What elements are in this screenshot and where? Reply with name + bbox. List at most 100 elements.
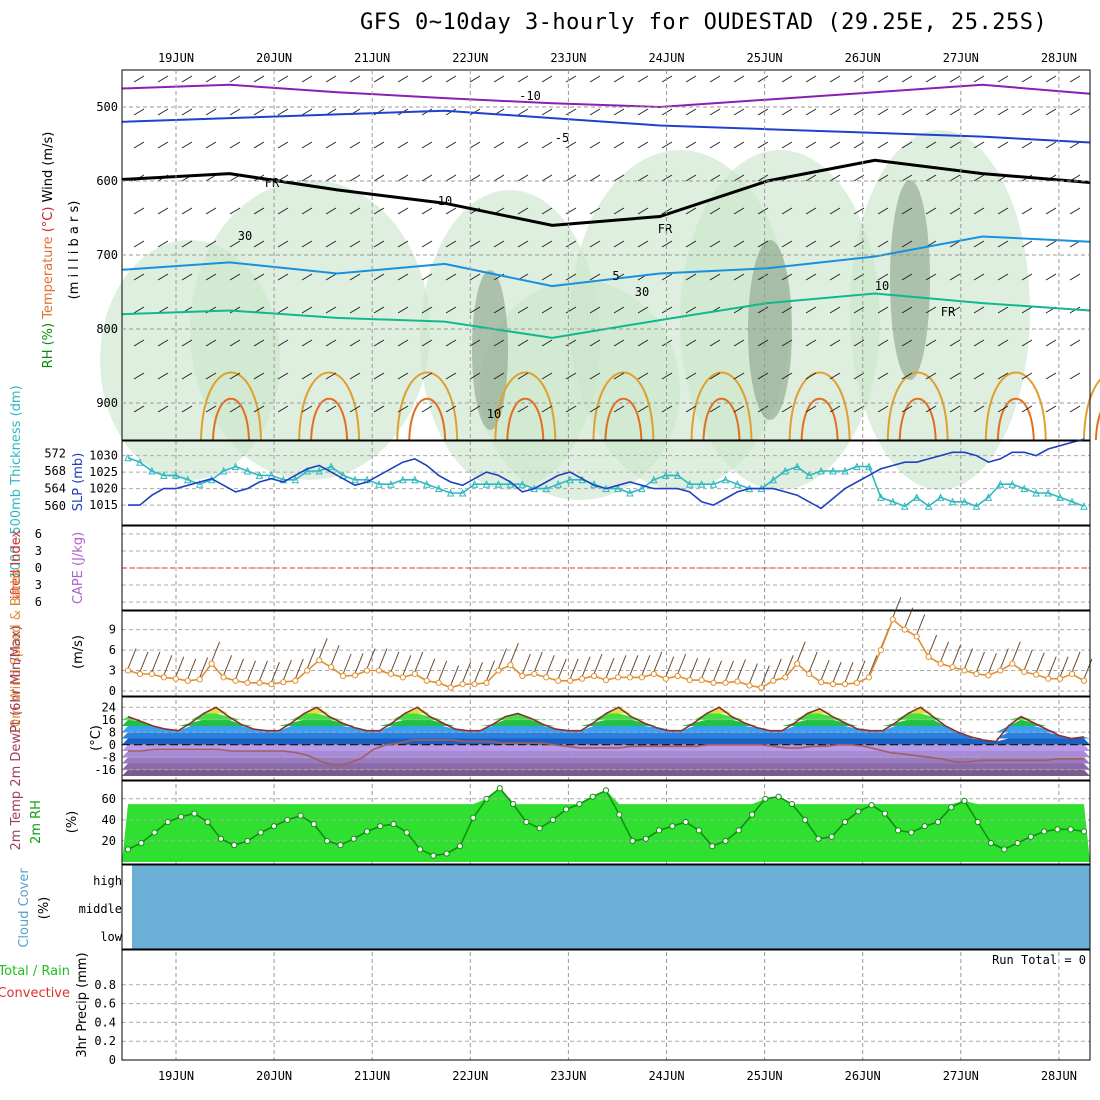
thickness-tick: 560 <box>44 499 66 513</box>
upper-wind-barb <box>685 240 697 248</box>
wind-speed-marker <box>853 679 861 686</box>
thickness-marker <box>494 480 503 488</box>
rh-marker <box>1027 833 1034 840</box>
date-tick-bottom: 21JUN <box>354 1069 390 1083</box>
isotherm-20 <box>702 397 741 441</box>
upper-wind-barb <box>589 372 601 380</box>
wind-barb <box>760 665 770 686</box>
upper-wind-barb <box>661 372 673 380</box>
upper-wind-barb <box>685 306 697 314</box>
wind-barb <box>390 651 400 673</box>
upper-wind-barb <box>1045 405 1057 413</box>
rh-marker <box>310 820 317 828</box>
upper-wind-barb <box>661 240 673 248</box>
wind-speed-marker <box>423 677 430 684</box>
wind-speed-marker <box>459 681 466 688</box>
upper-wind-barb <box>805 240 817 248</box>
thickness-marker <box>160 471 168 479</box>
rh-marker <box>284 816 291 823</box>
upper-wind-barb <box>565 108 577 116</box>
upper-wind-barb <box>685 174 697 182</box>
wind-barb <box>868 655 878 676</box>
wind-speed-marker <box>937 660 944 667</box>
upper-wind-barb <box>133 240 145 248</box>
thickness-marker <box>996 480 1005 488</box>
upper-wind-barb <box>805 207 817 215</box>
upper-wind-barb <box>757 108 769 116</box>
rh-shade-dark <box>890 180 930 380</box>
thickness-marker <box>171 471 180 479</box>
upper-wind-barb <box>565 240 577 248</box>
upper-wind-barb <box>757 75 769 83</box>
wind-barb <box>725 660 734 682</box>
temp-band <box>122 707 1090 714</box>
thickness-marker <box>661 471 670 479</box>
wind-speed-marker <box>1068 670 1076 678</box>
wind-speed-marker <box>363 667 371 674</box>
cloud-cover-fill <box>132 865 1090 949</box>
rh-marker <box>456 843 464 850</box>
upper-wind-barb <box>205 240 217 248</box>
upper-wind-barb <box>229 141 241 149</box>
upper-wind-barb <box>181 75 193 83</box>
upper-wind-barb <box>517 75 529 83</box>
upper-wind-barb <box>997 405 1009 413</box>
upper-wind-barb <box>805 372 817 380</box>
upper-wind-barb <box>997 273 1009 281</box>
thickness-marker <box>924 502 933 510</box>
rh-marker <box>124 846 132 853</box>
thickness-marker <box>865 462 873 471</box>
lifted-index-tick: 6 <box>35 527 42 541</box>
isotherm-20 <box>800 397 839 441</box>
thickness-marker <box>1056 493 1064 501</box>
wind-barb <box>414 651 424 673</box>
wind-barb <box>987 653 997 674</box>
wind-speed-marker <box>1045 675 1052 682</box>
upper-wind-barb <box>421 273 433 281</box>
rh-marker <box>1054 826 1061 833</box>
upper-wind-barb <box>733 75 745 83</box>
wind-speed-marker <box>961 667 968 674</box>
upper-wind-barb <box>229 372 241 380</box>
wind-barb <box>772 658 782 679</box>
wind-barb <box>856 660 866 682</box>
wind-speed-marker <box>686 676 693 684</box>
upper-wind-barb <box>349 240 361 248</box>
temp-band <box>122 732 1090 739</box>
thickness-marker <box>1032 488 1041 497</box>
rh-marker <box>470 814 477 821</box>
upper-wind-barb <box>397 405 409 413</box>
upper-wind-barb <box>661 141 673 149</box>
contour-label: 10 <box>438 194 452 208</box>
temp-tick: 24 <box>102 700 116 714</box>
wind-speed-marker <box>375 667 383 674</box>
rh-marker <box>828 833 835 840</box>
upper-wind-barb <box>349 174 361 182</box>
cloud-panel-frame <box>121 864 1091 950</box>
wind-speed-marker <box>841 681 849 688</box>
upper-wind-barb <box>1021 207 1033 215</box>
wind-speed-marker <box>901 626 908 633</box>
thickness-marker <box>410 475 419 484</box>
wind-speed-marker <box>710 679 717 686</box>
upper-wind-barb <box>853 207 865 215</box>
upper-wind-barb <box>541 306 553 314</box>
thickness-marker <box>733 480 742 488</box>
wind-speed-marker <box>519 672 526 680</box>
upper-wind-barb <box>733 273 745 281</box>
wind-speed-marker <box>507 661 514 669</box>
upper-wind-barb <box>181 108 193 116</box>
upper-wind-barb <box>565 207 577 215</box>
wind-barb <box>497 648 507 669</box>
upper-wind-barb <box>325 75 337 83</box>
wind-speed-marker <box>148 670 155 678</box>
wind-barb <box>342 653 352 675</box>
wind-speed-marker <box>650 670 657 678</box>
upper-wind-barb <box>949 75 961 83</box>
upper-wind-barb <box>1069 75 1081 83</box>
upper-wind-barb <box>205 207 217 215</box>
wind-barb <box>163 655 173 676</box>
wind-panel-frame <box>121 610 1091 697</box>
thickness-marker <box>434 484 443 493</box>
upper-wind-barb <box>493 141 505 149</box>
